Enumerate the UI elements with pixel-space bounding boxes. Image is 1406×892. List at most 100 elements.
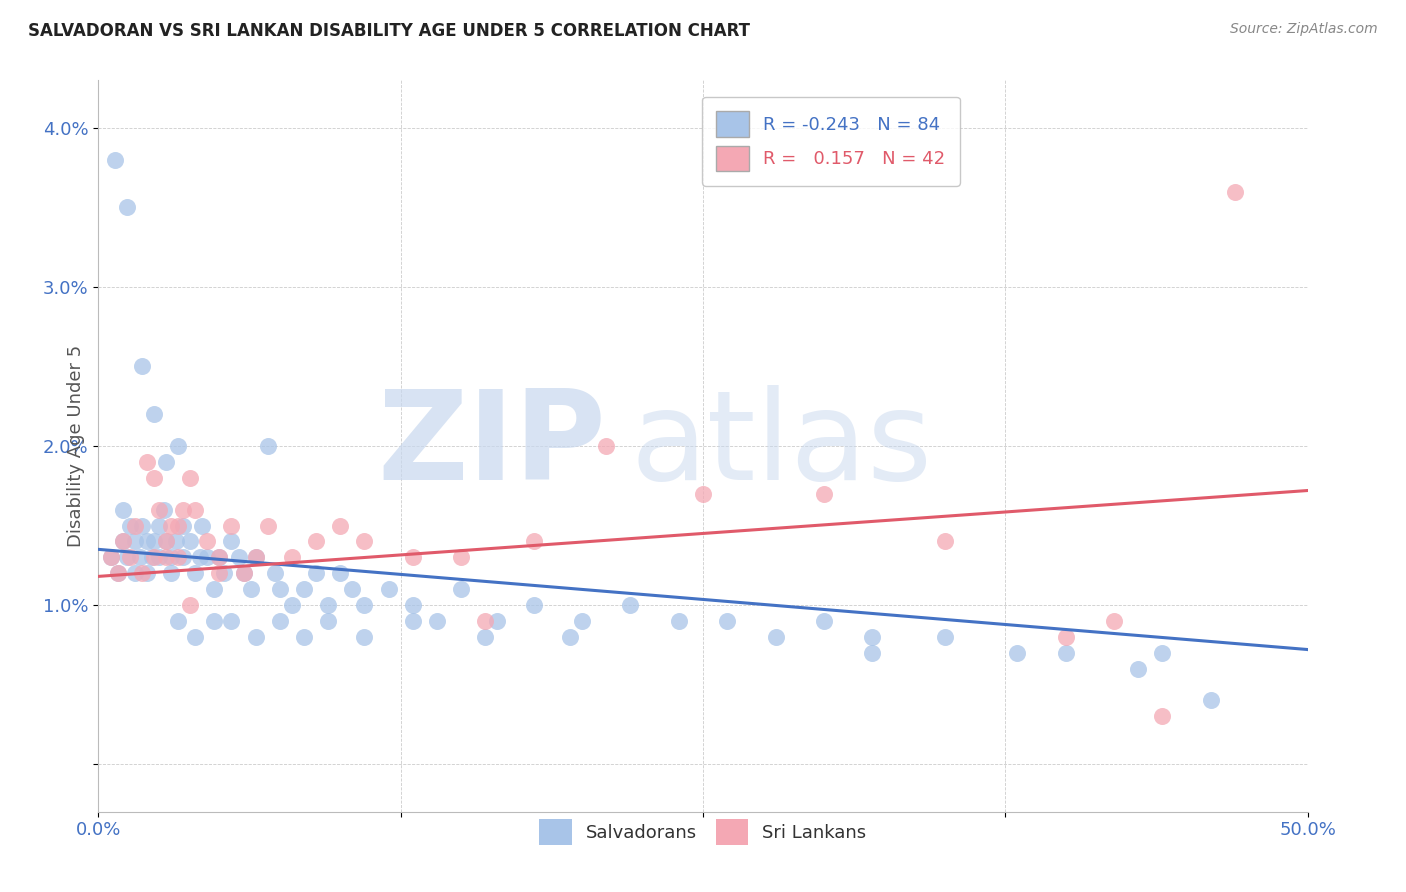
- Point: [128, 550, 150, 565]
- Point: [104, 153, 127, 167]
- Point: [245, 630, 267, 644]
- Point: [934, 534, 956, 549]
- Point: [329, 566, 352, 581]
- Point: [269, 582, 291, 596]
- Point: [155, 550, 177, 565]
- Point: [141, 550, 163, 565]
- Point: [131, 518, 153, 533]
- Point: [1152, 646, 1174, 660]
- Point: [208, 566, 231, 581]
- Point: [155, 534, 177, 549]
- Point: [135, 455, 157, 469]
- Point: [232, 566, 254, 581]
- Y-axis label: Disability Age Under 5: Disability Age Under 5: [66, 345, 84, 547]
- Point: [523, 598, 546, 612]
- Point: [167, 439, 190, 453]
- Point: [160, 550, 183, 565]
- Point: [228, 550, 250, 565]
- Text: Source: ZipAtlas.com: Source: ZipAtlas.com: [1230, 22, 1378, 37]
- Point: [860, 630, 883, 644]
- Point: [342, 582, 364, 596]
- Point: [131, 566, 153, 581]
- Point: [305, 566, 328, 581]
- Point: [155, 534, 177, 549]
- Point: [188, 550, 211, 565]
- Point: [316, 614, 339, 628]
- Point: [167, 550, 190, 565]
- Point: [124, 534, 146, 549]
- Point: [111, 534, 134, 549]
- Point: [172, 518, 194, 533]
- Point: [245, 550, 267, 565]
- Point: [1054, 646, 1077, 660]
- Point: [143, 471, 166, 485]
- Point: [486, 614, 509, 628]
- Point: [184, 566, 207, 581]
- Point: [135, 534, 157, 549]
- Point: [292, 582, 315, 596]
- Point: [167, 518, 190, 533]
- Point: [184, 630, 207, 644]
- Point: [353, 534, 375, 549]
- Point: [160, 566, 183, 581]
- Point: [329, 518, 352, 533]
- Point: [204, 582, 226, 596]
- Point: [1102, 614, 1125, 628]
- Point: [152, 502, 174, 516]
- Point: [221, 614, 243, 628]
- Point: [208, 550, 231, 565]
- Point: [118, 550, 141, 565]
- Point: [377, 582, 399, 596]
- Point: [160, 518, 183, 533]
- Text: atlas: atlas: [630, 385, 932, 507]
- Point: [100, 550, 122, 565]
- Point: [124, 566, 146, 581]
- Point: [143, 407, 166, 421]
- Point: [353, 598, 375, 612]
- Point: [558, 630, 581, 644]
- Point: [402, 614, 425, 628]
- Point: [212, 566, 235, 581]
- Point: [1199, 693, 1222, 707]
- Point: [1152, 709, 1174, 723]
- Point: [179, 471, 201, 485]
- Point: [269, 614, 291, 628]
- Point: [179, 534, 201, 549]
- Point: [124, 518, 146, 533]
- Point: [107, 566, 129, 581]
- Text: SALVADORAN VS SRI LANKAN DISABILITY AGE UNDER 5 CORRELATION CHART: SALVADORAN VS SRI LANKAN DISABILITY AGE …: [28, 22, 751, 40]
- Point: [148, 550, 170, 565]
- Text: ZIP: ZIP: [378, 385, 606, 507]
- Point: [402, 598, 425, 612]
- Point: [474, 630, 496, 644]
- Point: [118, 518, 141, 533]
- Point: [179, 598, 201, 612]
- Point: [860, 646, 883, 660]
- Point: [595, 439, 617, 453]
- Point: [305, 534, 328, 549]
- Point: [167, 614, 190, 628]
- Point: [232, 566, 254, 581]
- Point: [716, 614, 738, 628]
- Point: [191, 518, 214, 533]
- Point: [426, 614, 449, 628]
- Point: [813, 614, 835, 628]
- Point: [256, 439, 278, 453]
- Point: [208, 550, 231, 565]
- Point: [1007, 646, 1029, 660]
- Point: [117, 201, 139, 215]
- Point: [195, 550, 218, 565]
- Point: [111, 534, 134, 549]
- Point: [107, 566, 129, 581]
- Point: [474, 614, 496, 628]
- Point: [221, 518, 243, 533]
- Point: [281, 598, 304, 612]
- Legend: Salvadorans, Sri Lankans: Salvadorans, Sri Lankans: [530, 810, 876, 854]
- Point: [148, 502, 170, 516]
- Point: [245, 550, 267, 565]
- Point: [292, 630, 315, 644]
- Point: [111, 502, 134, 516]
- Point: [450, 550, 472, 565]
- Point: [143, 534, 166, 549]
- Point: [813, 486, 835, 500]
